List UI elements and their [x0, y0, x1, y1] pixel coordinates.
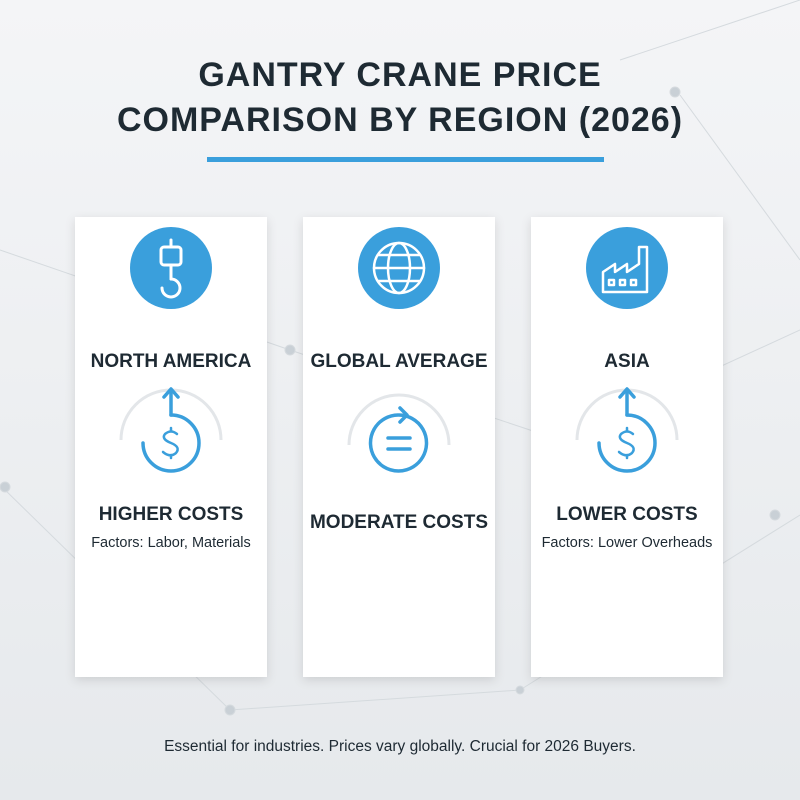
factors-label: Factors: Labor, Materials	[91, 535, 251, 551]
globe-icon	[372, 241, 426, 295]
card: ASIA LOWER COSTS Factors: Lower Overhead…	[531, 217, 723, 677]
card: NORTH AMERICA HIGHER COSTS Factors: Labo…	[75, 217, 267, 677]
title-underline	[207, 157, 604, 162]
factory-icon	[601, 245, 649, 294]
cost-moderate-icon	[347, 393, 451, 473]
region-label: GLOBAL AVERAGE	[311, 351, 488, 372]
cost-up-icon	[119, 387, 223, 473]
cost-label: LOWER COSTS	[556, 504, 697, 525]
region-label: NORTH AMERICA	[91, 351, 252, 372]
title-line: COMPARISON BY REGION (2026)	[117, 101, 683, 139]
card: GLOBAL AVERAGE MODERATE COSTS	[303, 217, 495, 677]
title-line: GANTRY CRANE PRICE	[198, 56, 601, 94]
factors-label: Factors: Lower Overheads	[542, 535, 713, 551]
region-label: ASIA	[604, 351, 650, 372]
hook-icon	[159, 238, 183, 299]
cost-label: MODERATE COSTS	[310, 512, 488, 533]
cost-down-icon	[575, 387, 679, 473]
footer-note: Essential for industries. Prices vary gl…	[164, 738, 636, 755]
cost-label: HIGHER COSTS	[99, 504, 244, 525]
